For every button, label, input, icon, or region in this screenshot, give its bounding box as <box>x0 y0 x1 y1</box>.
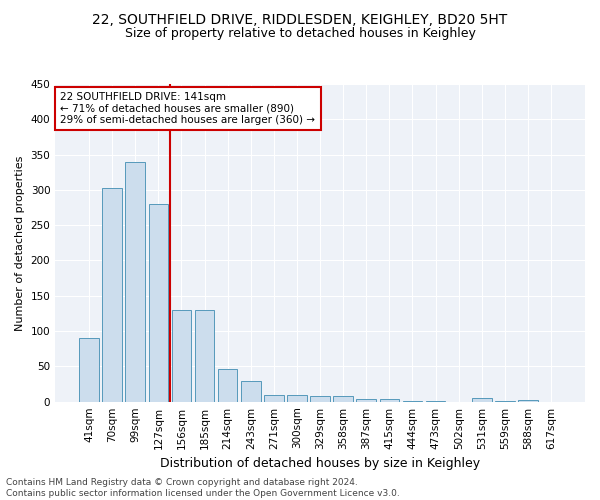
Bar <box>472 398 491 402</box>
Text: Contains HM Land Registry data © Crown copyright and database right 2024.
Contai: Contains HM Land Registry data © Crown c… <box>6 478 400 498</box>
Bar <box>79 338 99 402</box>
Bar <box>287 394 307 402</box>
Bar <box>218 368 238 402</box>
Y-axis label: Number of detached properties: Number of detached properties <box>15 155 25 330</box>
Bar <box>103 188 122 402</box>
Bar <box>241 380 260 402</box>
Bar <box>426 401 445 402</box>
Bar <box>380 399 399 402</box>
Bar <box>356 399 376 402</box>
Bar <box>149 204 168 402</box>
Bar <box>172 310 191 402</box>
Bar <box>310 396 330 402</box>
Text: Size of property relative to detached houses in Keighley: Size of property relative to detached ho… <box>125 28 475 40</box>
Bar <box>518 400 538 402</box>
Bar <box>264 394 284 402</box>
Text: 22, SOUTHFIELD DRIVE, RIDDLESDEN, KEIGHLEY, BD20 5HT: 22, SOUTHFIELD DRIVE, RIDDLESDEN, KEIGHL… <box>92 12 508 26</box>
Bar <box>495 401 515 402</box>
Bar <box>195 310 214 402</box>
Bar <box>125 162 145 402</box>
X-axis label: Distribution of detached houses by size in Keighley: Distribution of detached houses by size … <box>160 457 480 470</box>
Bar <box>334 396 353 402</box>
Text: 22 SOUTHFIELD DRIVE: 141sqm
← 71% of detached houses are smaller (890)
29% of se: 22 SOUTHFIELD DRIVE: 141sqm ← 71% of det… <box>61 92 316 125</box>
Bar <box>403 401 422 402</box>
